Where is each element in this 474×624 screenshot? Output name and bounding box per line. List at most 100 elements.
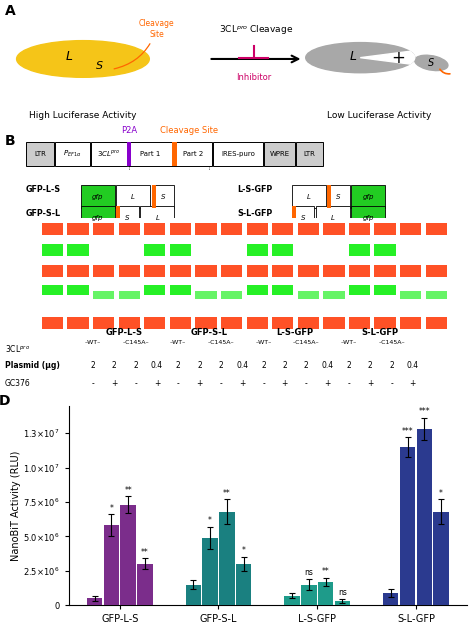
Text: $P_{EF1\alpha}$: $P_{EF1\alpha}$ (63, 149, 82, 159)
Circle shape (306, 42, 415, 73)
Bar (185, 585, 201, 605)
Text: L-S-GFP: L-S-GFP (237, 185, 272, 194)
FancyBboxPatch shape (298, 265, 319, 277)
Text: S: S (428, 58, 435, 68)
Text: **: ** (223, 489, 231, 497)
Text: S: S (161, 193, 165, 200)
FancyBboxPatch shape (316, 206, 350, 229)
Text: +: + (391, 49, 405, 67)
FancyBboxPatch shape (292, 185, 326, 208)
FancyBboxPatch shape (374, 317, 396, 329)
FancyBboxPatch shape (246, 317, 268, 329)
Text: Cleavage Site: Cleavage Site (160, 126, 218, 135)
FancyBboxPatch shape (116, 206, 120, 229)
FancyBboxPatch shape (118, 317, 140, 329)
FancyBboxPatch shape (400, 317, 421, 329)
Wedge shape (360, 51, 415, 64)
FancyBboxPatch shape (67, 317, 89, 329)
FancyBboxPatch shape (374, 223, 396, 235)
Text: 0.4: 0.4 (407, 361, 419, 370)
FancyBboxPatch shape (323, 291, 345, 299)
FancyBboxPatch shape (195, 317, 217, 329)
Text: LTR: LTR (34, 151, 46, 157)
FancyBboxPatch shape (67, 244, 89, 256)
Text: Cleavage
Site: Cleavage Site (114, 19, 174, 69)
FancyBboxPatch shape (195, 265, 217, 277)
FancyBboxPatch shape (272, 223, 293, 235)
Text: GFP-S-L: GFP-S-L (191, 328, 228, 338)
Text: -: - (305, 379, 308, 388)
FancyBboxPatch shape (298, 317, 319, 329)
Text: -: - (390, 379, 393, 388)
Text: 2: 2 (389, 361, 394, 370)
FancyBboxPatch shape (144, 244, 165, 256)
FancyBboxPatch shape (170, 285, 191, 295)
Text: P2A: P2A (5, 268, 18, 274)
Text: +: + (154, 379, 160, 388)
FancyBboxPatch shape (42, 317, 63, 329)
Text: –C145A–: –C145A– (122, 340, 149, 345)
Text: gfp: gfp (92, 193, 103, 200)
Bar (400, 447, 415, 605)
Bar (104, 525, 119, 605)
Bar (335, 601, 350, 605)
Bar (236, 564, 251, 605)
Text: +: + (367, 379, 374, 388)
FancyBboxPatch shape (272, 285, 293, 295)
Bar (202, 538, 218, 605)
Text: WPRE: WPRE (269, 151, 290, 157)
Text: S-L-GFP: S-L-GFP (362, 328, 399, 338)
Text: Part 1: Part 1 (140, 151, 160, 157)
Text: 2: 2 (133, 361, 138, 370)
Text: +: + (196, 379, 203, 388)
Bar (417, 429, 432, 605)
Text: S: S (301, 215, 305, 220)
FancyBboxPatch shape (221, 265, 242, 277)
Text: GFP-L-S: GFP-L-S (106, 328, 143, 338)
FancyBboxPatch shape (400, 291, 421, 299)
Text: gfp: gfp (363, 215, 374, 220)
FancyBboxPatch shape (246, 244, 268, 256)
FancyBboxPatch shape (374, 285, 396, 295)
FancyBboxPatch shape (170, 265, 191, 277)
FancyBboxPatch shape (213, 142, 263, 166)
Text: gfp: gfp (363, 193, 374, 200)
Bar (87, 598, 102, 605)
FancyBboxPatch shape (400, 265, 421, 277)
Text: LTR: LTR (303, 151, 316, 157)
Text: ns: ns (304, 568, 313, 577)
FancyBboxPatch shape (296, 142, 323, 166)
Text: L: L (331, 215, 335, 220)
FancyBboxPatch shape (298, 291, 319, 299)
FancyBboxPatch shape (144, 223, 165, 235)
Text: S-L-GFP: S-L-GFP (385, 346, 412, 352)
Text: Part 2: Part 2 (183, 151, 203, 157)
Ellipse shape (415, 56, 448, 71)
Text: 2: 2 (346, 361, 351, 370)
Text: 2: 2 (219, 361, 223, 370)
FancyBboxPatch shape (81, 185, 115, 208)
Text: **: ** (322, 567, 329, 576)
Text: 2: 2 (112, 361, 117, 370)
Text: +: + (324, 379, 331, 388)
FancyBboxPatch shape (170, 317, 191, 329)
Text: 0.4: 0.4 (321, 361, 334, 370)
Text: ***: *** (419, 407, 430, 416)
Text: L: L (307, 193, 310, 200)
Bar (284, 596, 300, 605)
Text: *: * (109, 504, 113, 513)
FancyBboxPatch shape (292, 206, 296, 229)
Text: 3CL$^{pro}$: 3CL$^{pro}$ (5, 344, 30, 356)
FancyBboxPatch shape (144, 317, 165, 329)
Text: **: ** (141, 548, 149, 557)
Text: **: ** (124, 486, 132, 495)
FancyBboxPatch shape (246, 285, 268, 295)
Text: L: L (131, 193, 135, 200)
FancyBboxPatch shape (292, 206, 314, 229)
FancyBboxPatch shape (42, 244, 63, 256)
FancyBboxPatch shape (272, 317, 293, 329)
Text: 2: 2 (304, 361, 309, 370)
Text: -: - (347, 379, 350, 388)
FancyBboxPatch shape (116, 185, 150, 208)
FancyBboxPatch shape (152, 185, 156, 208)
